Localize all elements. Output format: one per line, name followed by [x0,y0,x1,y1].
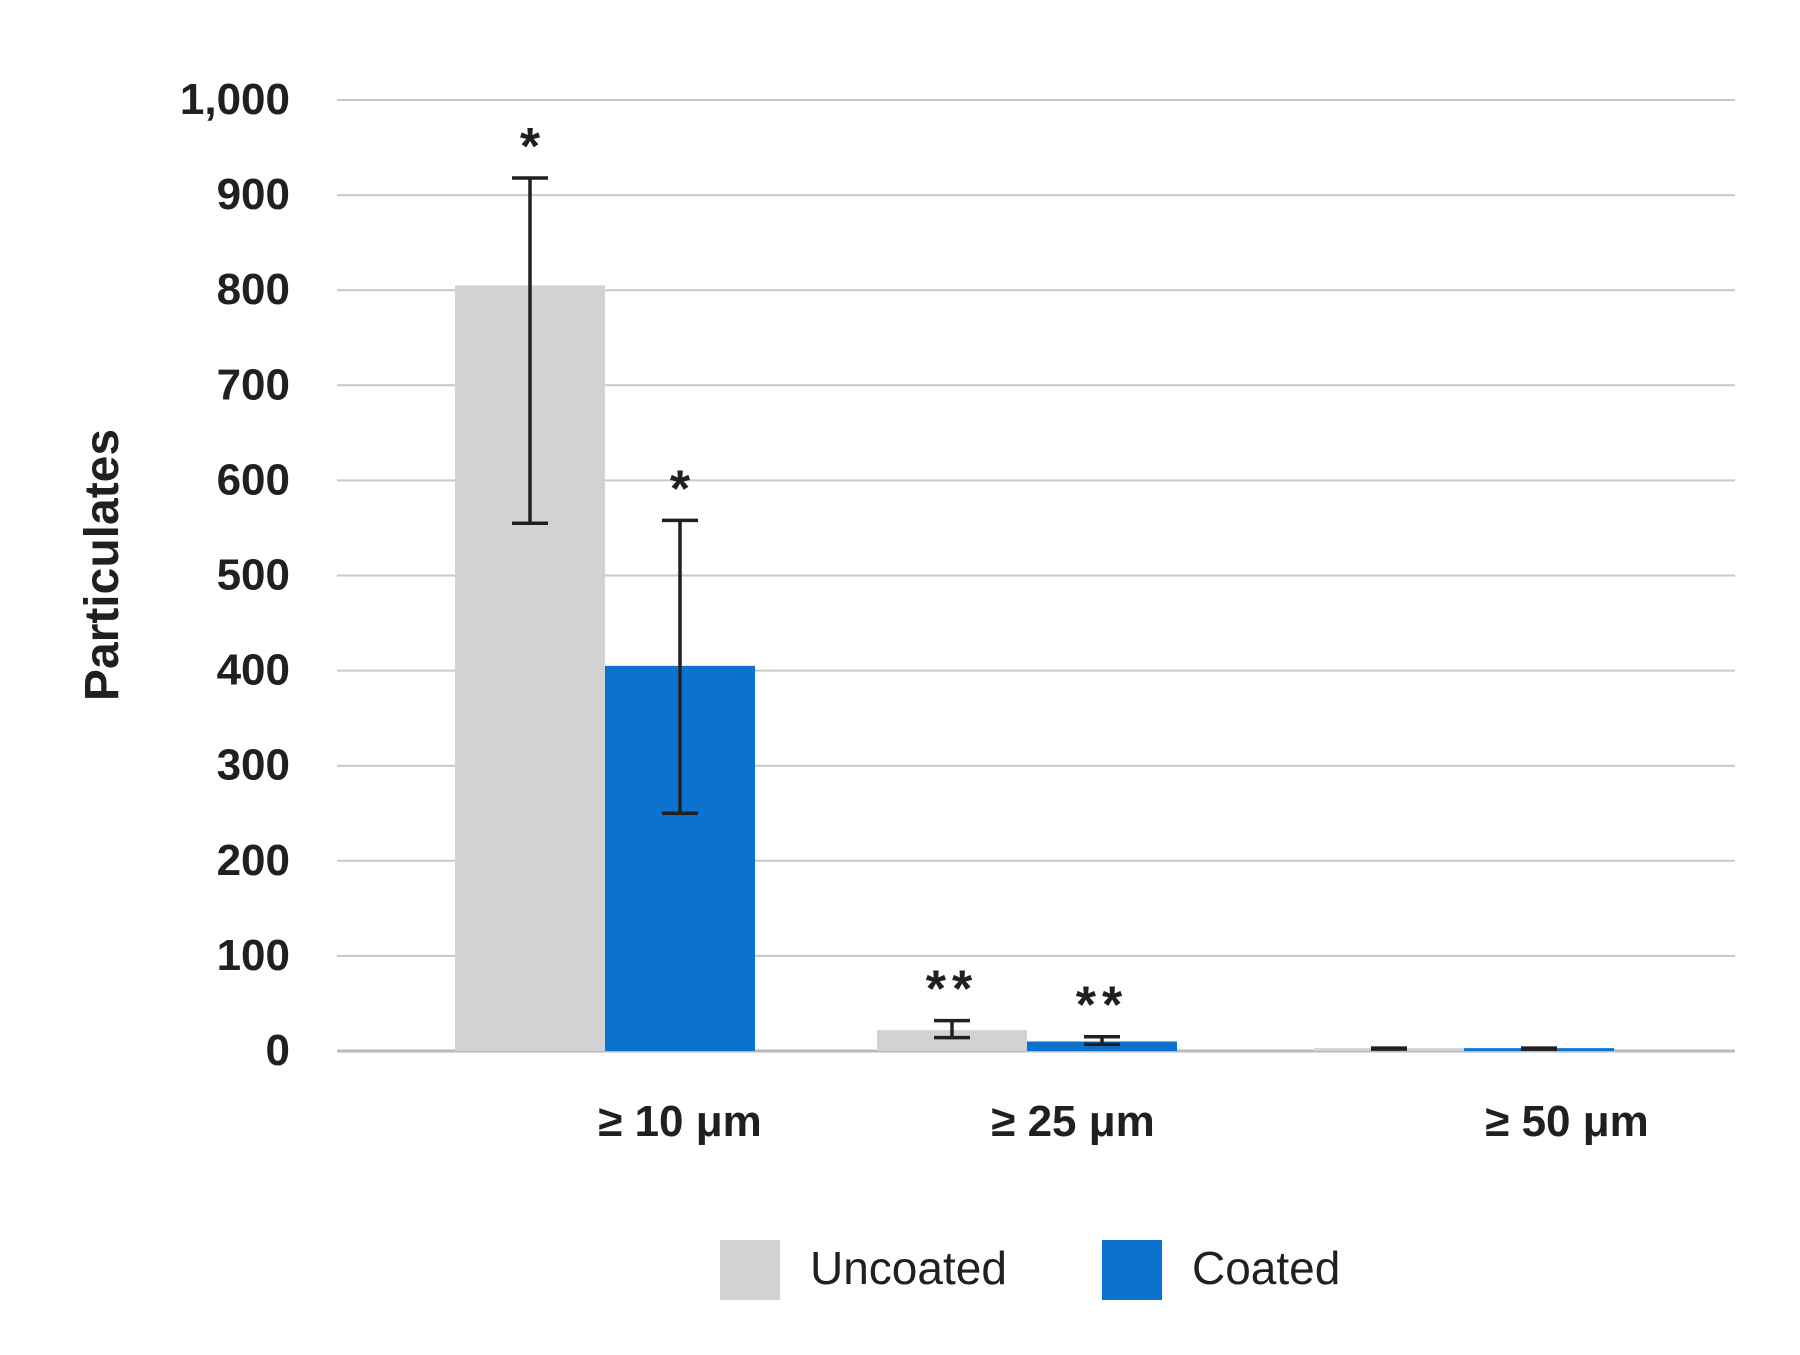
y-tick-label: 400 [217,646,290,695]
bars [455,285,1614,1051]
error-bar-coated-0 [662,518,698,815]
error-bar-coated-1 [1084,1034,1120,1047]
y-tick-label: 700 [217,360,290,409]
y-tick-label: 1,000 [180,75,290,124]
y-tick-label: 800 [217,265,290,314]
legend-label-coated: Coated [1192,1242,1340,1294]
y-tick-label: 900 [217,170,290,219]
y-tick-label: 600 [217,455,290,504]
error-bar-uncoated-0 [512,176,548,525]
significance-marker: * [670,460,691,518]
bar-uncoated-1 [877,1030,1027,1051]
x-axis-category-labels: ≥ 10 μm ≥ 25 μm ≥ 50 μm [598,1097,1649,1146]
legend-label-uncoated: Uncoated [810,1242,1007,1294]
legend-swatch-uncoated [720,1240,780,1300]
y-axis-tick-labels: 0 100 200 300 400 500 600 700 800 900 1,000 [180,75,290,1075]
y-axis-title: Particulates [76,429,129,701]
error-bar-coated-2 [1521,1046,1557,1051]
x-category-label: ≥ 10 μm [598,1097,762,1146]
y-tick-label: 200 [217,836,290,885]
error-bar-uncoated-2 [1371,1046,1407,1051]
error-bars [512,176,1557,1051]
y-tick-label: 100 [217,931,290,980]
legend-swatch-coated [1102,1240,1162,1300]
x-category-label: ≥ 25 μm [991,1097,1155,1146]
significance-marker: ** [926,961,978,1019]
y-tick-label: 500 [217,551,290,600]
x-category-label: ≥ 50 μm [1485,1097,1649,1146]
significance-marker: * [520,118,541,176]
error-bar-uncoated-1 [934,1018,970,1040]
significance-marker: ** [1076,977,1128,1035]
y-tick-label: 300 [217,741,290,790]
legend: Uncoated Coated [720,1240,1340,1300]
bar-coated-1 [1027,1041,1177,1051]
y-tick-label: 0 [266,1026,290,1075]
significance-annotations: ****** [520,118,1128,1035]
